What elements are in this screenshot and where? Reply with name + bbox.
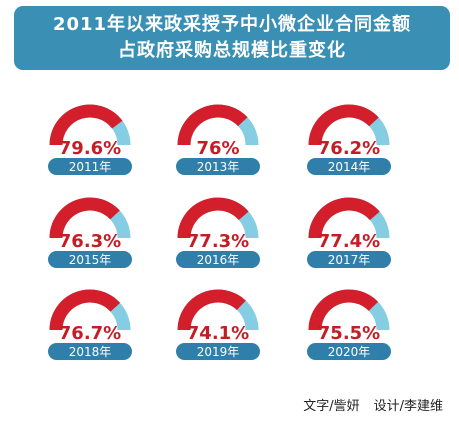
gauge-value-label: 77.4%	[318, 231, 380, 252]
year-pill	[48, 251, 132, 268]
gauge-share-arc	[49, 289, 121, 331]
gauge-share-arc	[177, 104, 248, 146]
year-label: 2013年	[197, 160, 240, 174]
gauge-value-label: 77.3%	[187, 231, 249, 252]
gauge-2: 76.2%2014年	[307, 104, 391, 175]
credit-design-author: 设计/李建维	[373, 399, 443, 414]
year-pill	[176, 343, 260, 360]
year-label: 2015年	[69, 253, 112, 267]
gauge-value-label: 76.3%	[59, 231, 121, 252]
gauge-share-arc	[49, 197, 120, 239]
year-label: 2016年	[197, 253, 240, 267]
chart-title-line-2: 占政府采购总规模比重变化	[118, 40, 346, 61]
gauge-share-arc	[177, 289, 246, 331]
gauge-share-arc	[308, 197, 380, 239]
year-pill	[48, 343, 132, 360]
gauge-value-label: 74.1%	[187, 323, 249, 344]
year-pill	[307, 251, 391, 268]
year-label: 2019年	[197, 345, 240, 359]
gauge-6: 76.7%2018年	[48, 289, 132, 360]
gauge-value-label: 76%	[196, 138, 239, 159]
gauge-4: 77.3%2016年	[176, 197, 260, 268]
gauge-share-arc	[49, 104, 123, 146]
gauge-share-arc	[308, 104, 379, 146]
gauge-5: 77.4%2017年	[307, 197, 391, 268]
gauge-1: 76%2013年	[176, 104, 260, 175]
gauge-value-label: 79.6%	[59, 138, 121, 159]
year-pill	[307, 158, 391, 175]
title-banner: 2011年以来政采授予中小微企业合同金额 占政府采购总规模比重变化	[14, 6, 450, 70]
gauge-share-arc	[308, 289, 379, 331]
year-label: 2011年	[69, 160, 112, 174]
gauge-0: 79.6%2011年	[48, 104, 132, 175]
year-pill	[176, 251, 260, 268]
gauge-value-label: 75.5%	[318, 323, 380, 344]
credits: 文字/訾妍 设计/李建维	[303, 395, 443, 414]
gauge-7: 74.1%2019年	[176, 289, 260, 360]
credit-text-author: 文字/訾妍	[303, 399, 360, 414]
year-label: 2017年	[328, 253, 371, 267]
gauge-share-arc	[177, 197, 249, 239]
year-pill	[307, 343, 391, 360]
gauge-value-label: 76.7%	[59, 323, 121, 344]
year-pill	[176, 158, 260, 175]
gauge-3: 76.3%2015年	[48, 197, 132, 268]
gauge-8: 75.5%2020年	[307, 289, 391, 360]
year-label: 2018年	[69, 345, 112, 359]
gauge-value-label: 76.2%	[318, 138, 380, 159]
year-label: 2020年	[328, 345, 371, 359]
year-pill	[48, 158, 132, 175]
chart-title-line-1: 2011年以来政采授予中小微企业合同金额	[52, 14, 412, 35]
year-label: 2014年	[328, 160, 371, 174]
